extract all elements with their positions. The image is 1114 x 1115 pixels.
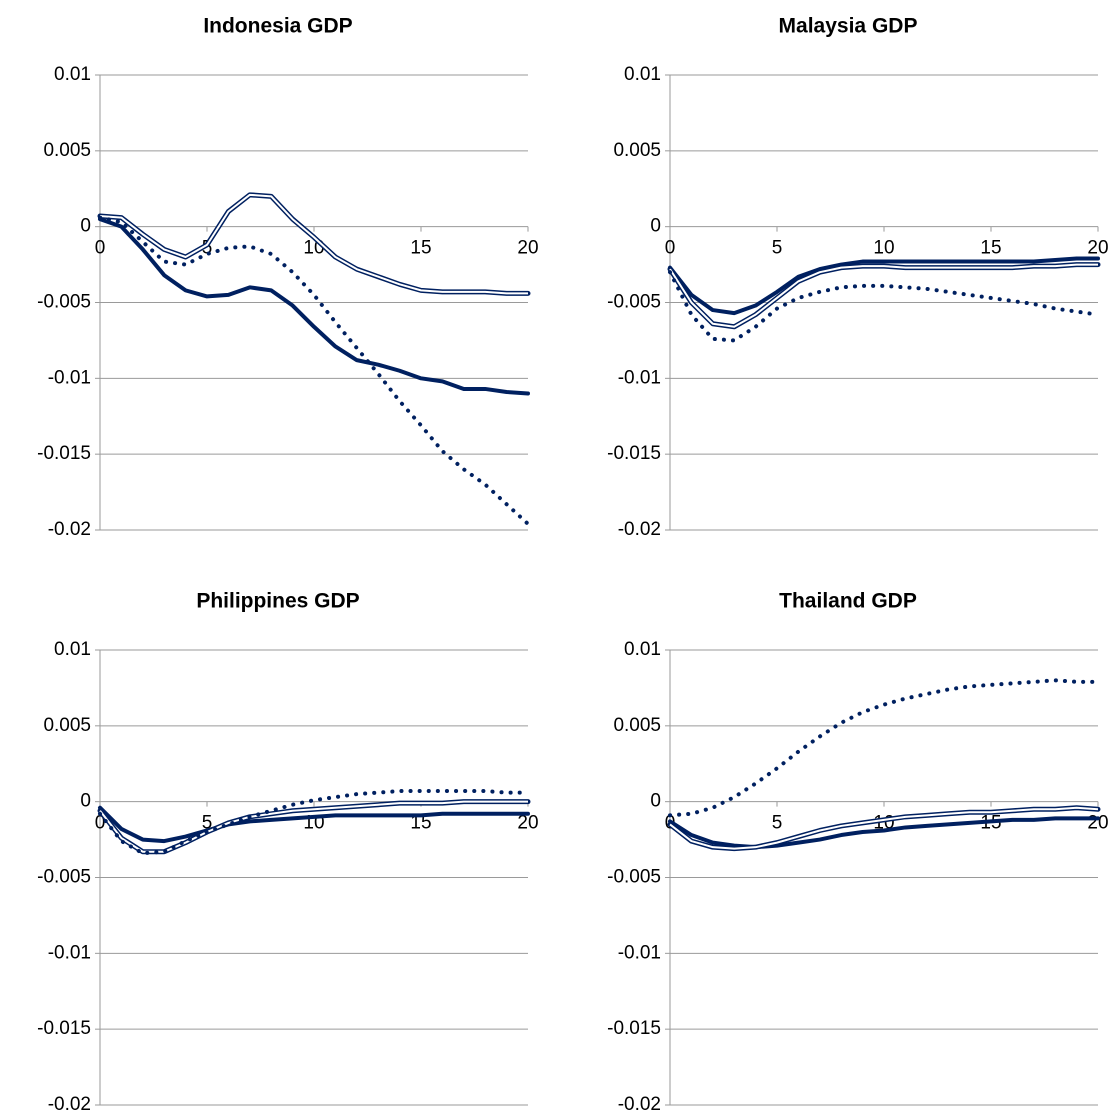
chart-title: Indonesia GDP: [203, 15, 352, 38]
y-tick-label: -0.005: [607, 292, 661, 313]
line-series-inner: [669, 263, 1098, 328]
line-series: [98, 217, 530, 396]
line-series: [98, 789, 530, 856]
x-tick-label: 0: [95, 238, 106, 259]
y-tick-label: -0.02: [618, 1094, 661, 1115]
chart-title: Malaysia GDP: [779, 15, 918, 38]
y-tick-label: 0.005: [613, 715, 661, 736]
line-series: [98, 805, 530, 844]
y-tick-label: -0.02: [618, 519, 661, 540]
y-tick-label: -0.01: [48, 367, 91, 388]
y-tick-label: 0.01: [54, 64, 91, 85]
y-tick-label: 0: [650, 216, 661, 237]
y-tick-label: -0.02: [48, 1094, 91, 1115]
y-tick-label: 0.01: [624, 64, 661, 85]
line-series-inner: [669, 806, 1099, 850]
x-tick-label: 20: [1087, 238, 1108, 259]
line-series: [98, 215, 530, 526]
line-series: [668, 678, 1100, 818]
y-tick-label: -0.015: [37, 443, 91, 464]
line-series: [668, 256, 1100, 316]
x-tick-label: 20: [517, 238, 538, 259]
y-tick-label: -0.01: [48, 942, 91, 963]
chart-title: Philippines GDP: [196, 590, 359, 613]
y-tick-label: 0: [80, 791, 91, 812]
x-tick-label: 20: [1087, 813, 1108, 834]
x-tick-label: 5: [202, 238, 213, 259]
y-tick-label: -0.005: [607, 867, 661, 888]
x-tick-label: 0: [95, 813, 106, 834]
x-tick-label: 10: [873, 238, 894, 259]
y-tick-label: 0.01: [624, 639, 661, 660]
y-tick-label: -0.01: [618, 942, 661, 963]
y-tick-label: -0.005: [37, 292, 91, 313]
y-tick-label: 0.005: [43, 140, 91, 161]
line-series: [667, 262, 1101, 330]
y-tick-label: -0.015: [607, 1018, 661, 1039]
line-series-inner: [99, 800, 528, 853]
y-tick-label: 0: [80, 216, 91, 237]
x-tick-label: 0: [665, 238, 676, 259]
x-tick-label: 15: [980, 238, 1001, 259]
y-tick-label: -0.015: [37, 1018, 91, 1039]
y-tick-label: 0: [650, 791, 661, 812]
x-tick-label: 5: [772, 238, 783, 259]
x-tick-label: 15: [410, 813, 431, 834]
x-tick-label: 15: [410, 238, 431, 259]
y-tick-label: 0.005: [613, 140, 661, 161]
line-series: [668, 270, 1100, 343]
y-tick-label: -0.02: [48, 519, 91, 540]
x-tick-label: 5: [772, 813, 783, 834]
y-tick-label: 0.005: [43, 715, 91, 736]
y-tick-label: -0.01: [618, 367, 661, 388]
chart-title: Thailand GDP: [779, 590, 917, 613]
x-tick-label: 5: [202, 813, 213, 834]
y-tick-label: -0.015: [607, 443, 661, 464]
x-tick-label: 20: [517, 813, 538, 834]
y-tick-label: 0.01: [54, 639, 91, 660]
line-series-inner: [99, 193, 528, 295]
y-tick-label: -0.005: [37, 867, 91, 888]
